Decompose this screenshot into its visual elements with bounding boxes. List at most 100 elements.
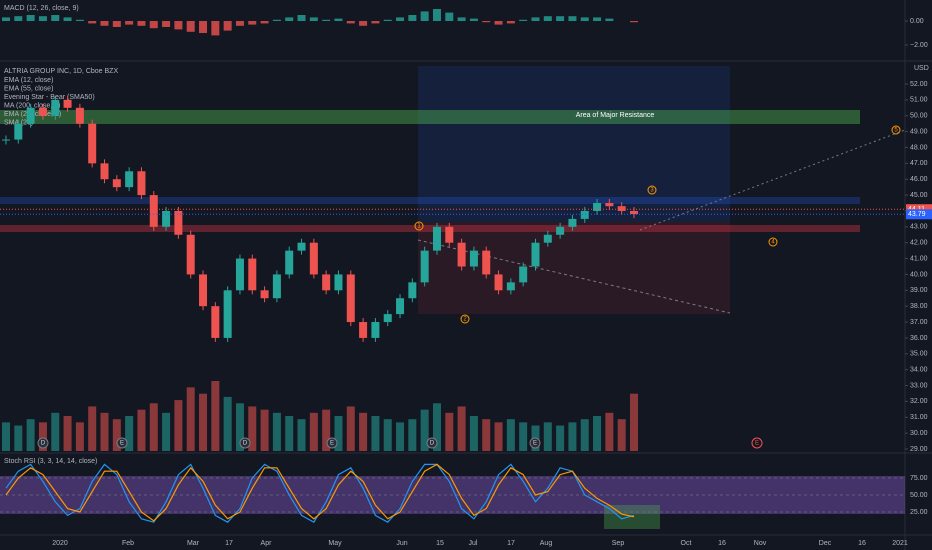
volume-bar xyxy=(235,403,244,451)
macd-bar xyxy=(272,19,281,21)
candle xyxy=(309,242,318,275)
macd-bar xyxy=(162,21,171,27)
macd-bar xyxy=(359,21,368,26)
candle xyxy=(149,195,158,227)
x-tick-label: 17 xyxy=(507,540,515,547)
x-tick-label: Jun xyxy=(396,540,407,547)
y-tick-label: 30.00 xyxy=(910,430,928,437)
event-label: E xyxy=(755,441,759,447)
candle xyxy=(630,210,638,215)
macd-bar xyxy=(38,16,47,21)
candle xyxy=(322,274,331,291)
candle xyxy=(2,139,10,141)
y-tick-label: 48.00 xyxy=(910,144,928,151)
candle xyxy=(506,282,515,291)
volume-bar xyxy=(506,419,515,451)
macd-bar xyxy=(285,17,294,21)
macd-bar xyxy=(14,16,23,21)
volume-bar xyxy=(371,416,380,451)
volume-bar xyxy=(445,412,454,451)
stoch-line xyxy=(5,463,635,522)
volume-bar xyxy=(75,422,84,451)
macd-bar xyxy=(494,21,503,25)
macd-bar xyxy=(75,19,84,21)
zone xyxy=(604,505,660,529)
x-tick-label: 16 xyxy=(858,540,866,547)
event-marker xyxy=(326,437,338,449)
position-box xyxy=(418,66,730,222)
y-tick-label: 37.00 xyxy=(910,319,928,326)
volume-bar xyxy=(457,406,466,451)
candle xyxy=(174,210,183,235)
candle xyxy=(543,234,552,243)
indicator-label: EMA (55, close) xyxy=(4,85,53,92)
wave-label: 3 xyxy=(650,188,654,194)
zone xyxy=(0,197,860,204)
macd-bar xyxy=(568,16,577,21)
stoch-line xyxy=(5,463,635,524)
currency: USD xyxy=(914,65,929,72)
volume-bar xyxy=(63,416,72,451)
candle xyxy=(100,163,109,180)
y-tick-label: 49.00 xyxy=(910,128,928,135)
macd-bar xyxy=(174,21,183,30)
macd-bar xyxy=(457,17,466,21)
macd-bar xyxy=(223,21,232,31)
candle xyxy=(334,274,343,291)
volume-bar xyxy=(100,412,109,451)
y-tick-label: 52.00 xyxy=(910,81,928,88)
event-label: D xyxy=(243,441,248,447)
candle xyxy=(580,210,589,219)
wave-marker xyxy=(460,314,470,324)
x-tick-label: 15 xyxy=(436,540,444,547)
y-tick-label: 34.00 xyxy=(910,366,928,373)
x-tick-label: Nov xyxy=(754,540,767,547)
price-tag: 43.79 xyxy=(908,211,926,218)
event-label: E xyxy=(330,441,334,447)
candle xyxy=(137,171,146,196)
macd-bar xyxy=(630,21,638,23)
macd-bar xyxy=(112,21,121,27)
candle xyxy=(531,242,540,267)
event-marker xyxy=(751,437,763,449)
volume-bar xyxy=(568,422,577,451)
y-tick-label: 42.00 xyxy=(910,240,928,247)
candle xyxy=(420,250,429,283)
macd-bar xyxy=(396,17,405,21)
volume-bar xyxy=(162,412,171,451)
event-label: D xyxy=(430,441,435,447)
volume-bar xyxy=(211,381,220,451)
candle xyxy=(199,274,208,307)
resistance-zone xyxy=(0,110,860,124)
candle xyxy=(482,250,491,275)
candle xyxy=(457,242,466,267)
candle xyxy=(162,210,171,227)
macd-bar xyxy=(445,12,454,21)
y-tick-label: −2.00 xyxy=(910,42,928,49)
macd-bar xyxy=(309,17,318,21)
volume-bar xyxy=(285,416,294,451)
volume-bar xyxy=(112,419,121,451)
volume-bar xyxy=(125,416,134,451)
wave-label: 4 xyxy=(771,240,775,246)
annotation: Area of Major Resistance xyxy=(576,112,655,119)
macd-bar xyxy=(408,15,417,21)
event-marker xyxy=(239,437,251,449)
y-tick-label: 0.00 xyxy=(910,18,924,25)
volume-bar xyxy=(38,422,47,451)
candle xyxy=(494,274,503,291)
candle xyxy=(112,179,121,188)
candle xyxy=(211,306,220,338)
macd-bar xyxy=(383,19,392,21)
x-tick-label: Jul xyxy=(469,540,478,547)
macd-bar xyxy=(469,18,478,21)
x-tick-label: Aug xyxy=(540,540,553,547)
macd-bar xyxy=(137,21,146,26)
candle xyxy=(469,250,478,267)
volume-bar xyxy=(630,393,638,451)
y-tick-label: 29.00 xyxy=(910,446,928,453)
x-tick-label: Apr xyxy=(261,540,273,547)
candle xyxy=(593,203,602,211)
event-label: D xyxy=(41,441,46,447)
